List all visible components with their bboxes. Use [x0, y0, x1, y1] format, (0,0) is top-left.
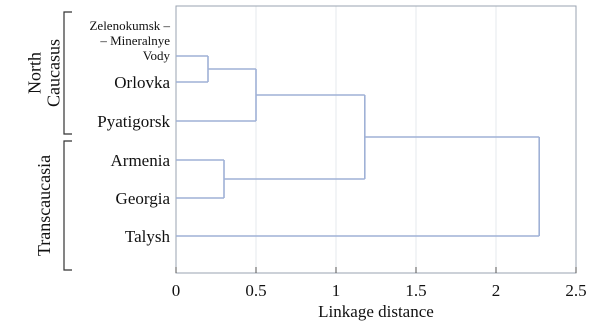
leaf-label: Pyatigorsk: [97, 112, 170, 131]
x-tick-label: 0: [172, 281, 181, 300]
x-tick-label: 0.5: [245, 281, 266, 300]
x-axis: 0 0.5 1 1.5 2 2.5: [172, 267, 587, 300]
leaf-label: Talysh: [125, 227, 171, 246]
leaf-label: Georgia: [116, 189, 171, 208]
x-tick-label: 1: [332, 281, 341, 300]
group-label: Caucasus: [44, 39, 64, 107]
x-tick-label: 2.5: [565, 281, 586, 300]
x-tick-label: 1.5: [405, 281, 426, 300]
group-brackets: North Caucasus Transcaucasia: [25, 11, 72, 271]
grid-layer: [255, 6, 497, 273]
x-axis-label: Linkage distance: [318, 302, 434, 321]
plot-frame: [175, 5, 577, 274]
leaf-label: – Mineralnye: [99, 33, 170, 48]
link-layer: [176, 55, 541, 237]
leaf-label: Zelenokumsk –: [89, 18, 170, 33]
leaf-label: Armenia: [111, 151, 171, 170]
leaf-label: Vody: [143, 48, 171, 63]
group-label: Transcaucasia: [34, 155, 54, 256]
group-label: North: [25, 52, 45, 94]
group-bracket: [63, 140, 72, 271]
x-tick-label: 2: [492, 281, 501, 300]
group-bracket: [63, 11, 72, 135]
leaf-label: Orlovka: [114, 73, 170, 92]
